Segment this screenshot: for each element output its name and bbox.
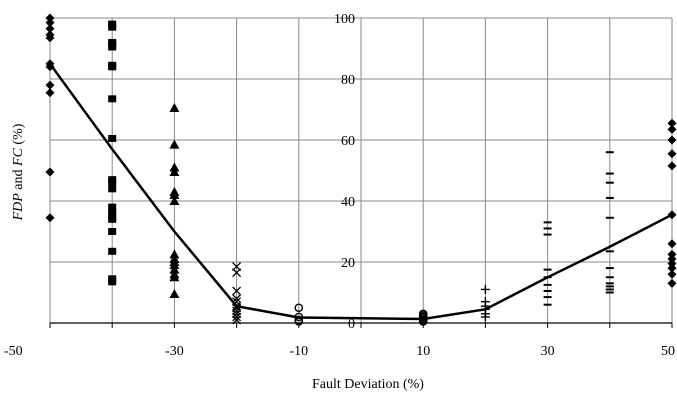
marker-diamond <box>667 149 677 159</box>
x-tick-label: -50 <box>4 344 23 359</box>
marker-square <box>108 95 117 103</box>
marker-triangle <box>169 167 180 177</box>
marker-triangle <box>169 189 180 199</box>
trend-line <box>48 63 673 321</box>
marker-diamond <box>667 124 677 134</box>
marker-diamond <box>45 13 55 23</box>
marker-square <box>108 278 117 286</box>
marker-diamond <box>667 254 677 264</box>
marker-diamond <box>667 278 677 288</box>
marker-circle <box>294 303 304 313</box>
marker-triangle <box>169 260 180 270</box>
x-tick-label: -30 <box>165 344 184 359</box>
marker-diamond <box>667 269 677 279</box>
marker-triangle <box>169 264 180 274</box>
marker-plus <box>480 312 490 322</box>
marker-diamond <box>667 249 677 259</box>
marker-square <box>108 23 117 31</box>
marker-diamond <box>45 62 55 72</box>
marker-diamond <box>45 18 55 28</box>
marker-triangle <box>169 196 180 205</box>
marker-diamond <box>45 213 55 223</box>
marker-square <box>108 43 117 51</box>
x-tick-label: -10 <box>289 344 308 359</box>
scatter-markers <box>45 13 677 326</box>
marker-triangle <box>169 289 180 299</box>
marker-triangle <box>169 272 180 282</box>
y-tick-label: 60 <box>341 134 355 149</box>
marker-plus <box>480 284 490 294</box>
marker-diamond <box>667 118 677 128</box>
marker-square <box>108 134 117 142</box>
marker-square <box>108 247 117 255</box>
marker-x <box>232 268 242 278</box>
marker-diamond <box>45 167 55 177</box>
marker-square <box>108 179 117 187</box>
trend-line-path <box>48 63 673 321</box>
y-tick-label: 80 <box>341 73 355 88</box>
tick-labels: 0 20 40 60 80 100 -50 -30 -10 10 30 50 <box>4 12 675 359</box>
marker-diamond <box>45 24 55 34</box>
marker-diamond <box>45 80 55 90</box>
marker-triangle <box>169 162 180 172</box>
marker-diamond <box>667 135 677 145</box>
gridlines <box>49 17 673 323</box>
marker-square <box>108 203 117 211</box>
x-tick-label: 30 <box>541 344 555 359</box>
x-tick-label: 10 <box>416 344 430 359</box>
marker-diamond <box>45 88 55 98</box>
marker-x <box>232 312 242 322</box>
marker-square <box>108 63 117 71</box>
marker-diamond <box>667 263 677 273</box>
marker-square <box>108 228 117 235</box>
y-axis-title: FDP and FC (%) <box>11 123 26 221</box>
marker-diamond <box>45 33 55 43</box>
marker-triangle <box>169 139 180 149</box>
x-tick-label: 50 <box>661 344 675 359</box>
axes <box>49 322 673 328</box>
marker-square <box>108 185 117 193</box>
marker-diamond <box>667 161 677 171</box>
marker-triangle <box>169 249 180 259</box>
marker-diamond <box>667 259 677 269</box>
marker-x <box>232 286 242 296</box>
y-tick-label: 40 <box>341 195 355 210</box>
marker-square <box>108 215 117 223</box>
y-tick-label: 20 <box>341 256 355 271</box>
marker-diamond <box>667 239 677 249</box>
x-axis-title: Fault Deviation (%) <box>312 377 424 392</box>
y-tick-label: 0 <box>348 317 355 332</box>
y-tick-label: 100 <box>334 12 355 27</box>
marker-triangle <box>169 102 180 112</box>
marker-x <box>232 315 242 325</box>
marker-square <box>108 208 117 216</box>
